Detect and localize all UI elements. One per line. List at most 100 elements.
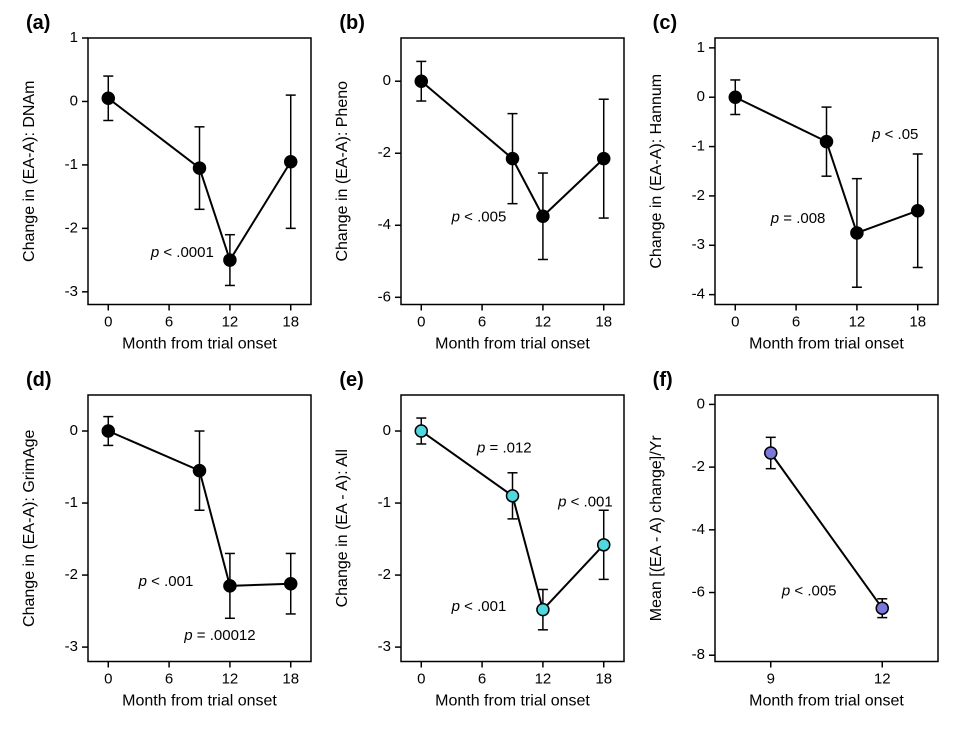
panel-d-svg: 061218-3-2-10Month from trial onsetChang… (10, 367, 323, 724)
p-value-annotation: p < .05 (871, 126, 918, 143)
svg-text:1: 1 (696, 39, 704, 56)
panel-label-d: (d) (26, 369, 52, 392)
svg-text:12: 12 (535, 314, 552, 331)
svg-text:6: 6 (165, 314, 173, 331)
data-point (416, 425, 428, 437)
svg-text:0: 0 (417, 314, 425, 331)
data-point (598, 538, 610, 550)
svg-text:Month from trial onset: Month from trial onset (122, 336, 277, 353)
panel-label-e: (e) (339, 369, 363, 392)
data-point (285, 577, 297, 589)
panel-label-f: (f) (653, 369, 673, 392)
svg-text:0: 0 (417, 670, 425, 687)
svg-text:Month from trial onset: Month from trial onset (435, 692, 590, 709)
svg-text:Month from trial onset: Month from trial onset (435, 336, 590, 353)
panel-label-a: (a) (26, 12, 50, 35)
svg-text:-6: -6 (378, 288, 391, 305)
svg-text:0: 0 (383, 421, 391, 438)
p-value-annotation: p < .001 (557, 493, 613, 510)
data-point (764, 447, 776, 459)
panel-f: 912-8-6-4-20Month from trial onsetMean [… (637, 367, 950, 724)
svg-text:12: 12 (874, 670, 891, 687)
svg-text:6: 6 (478, 314, 486, 331)
p-value-annotation: p = .012 (476, 439, 532, 456)
svg-text:18: 18 (282, 314, 299, 331)
data-point (537, 603, 549, 615)
panel-label-b: (b) (339, 12, 365, 35)
svg-text:-2: -2 (691, 458, 704, 475)
data-point (851, 227, 863, 239)
data-point (507, 153, 519, 165)
data-point (537, 210, 549, 222)
svg-text:-4: -4 (691, 520, 704, 537)
data-point (102, 92, 114, 104)
svg-text:-2: -2 (65, 219, 78, 236)
svg-text:Change in (EA-A): Pheno: Change in (EA-A): Pheno (334, 81, 351, 262)
panel-b: 061218-6-4-20Month from trial onsetChang… (323, 10, 636, 367)
svg-text:12: 12 (222, 670, 239, 687)
panel-a-svg: 061218-3-2-101Month from trial onsetChan… (10, 10, 323, 367)
svg-text:0: 0 (104, 314, 112, 331)
svg-text:-3: -3 (378, 638, 391, 655)
svg-text:-1: -1 (378, 494, 391, 511)
data-point (285, 156, 297, 168)
svg-text:0: 0 (731, 314, 739, 331)
svg-text:6: 6 (165, 670, 173, 687)
svg-text:-2: -2 (691, 187, 704, 204)
svg-text:Change in (EA-A): GrimAge: Change in (EA-A): GrimAge (21, 429, 38, 627)
svg-text:Month from trial onset: Month from trial onset (749, 336, 904, 353)
svg-text:-4: -4 (691, 286, 704, 303)
svg-text:12: 12 (535, 670, 552, 687)
p-value-annotation: p = .008 (769, 210, 825, 227)
svg-text:-2: -2 (65, 566, 78, 583)
data-point (194, 162, 206, 174)
panel-a: 061218-3-2-101Month from trial onsetChan… (10, 10, 323, 367)
svg-text:Change in (EA-A): DNAm: Change in (EA-A): DNAm (21, 81, 38, 262)
svg-text:0: 0 (70, 421, 78, 438)
panel-f-svg: 912-8-6-4-20Month from trial onsetMean [… (637, 367, 950, 724)
p-value-annotation: p < .005 (451, 209, 507, 226)
panel-c: 061218-4-3-2-101Month from trial onsetCh… (637, 10, 950, 367)
svg-text:12: 12 (848, 314, 865, 331)
svg-text:0: 0 (104, 670, 112, 687)
svg-text:-2: -2 (378, 144, 391, 161)
svg-text:-3: -3 (65, 283, 78, 300)
data-point (820, 136, 832, 148)
svg-text:-1: -1 (65, 156, 78, 173)
svg-text:0: 0 (383, 72, 391, 89)
svg-text:18: 18 (596, 314, 613, 331)
data-point (729, 91, 741, 103)
svg-text:Month from trial onset: Month from trial onset (122, 692, 277, 709)
data-point (911, 205, 923, 217)
svg-text:0: 0 (696, 395, 704, 412)
panel-label-c: (c) (653, 12, 677, 35)
svg-text:Mean [(EA - A) change]/Yr: Mean [(EA - A) change]/Yr (648, 434, 665, 621)
svg-text:Change in (EA-A): Hannum: Change in (EA-A): Hannum (648, 74, 665, 269)
p-value-annotation: p < .001 (138, 572, 194, 589)
panel-e-svg: 061218-3-2-10Month from trial onsetChang… (323, 367, 636, 724)
svg-text:9: 9 (766, 670, 774, 687)
p-value-annotation: p < .005 (781, 582, 837, 599)
svg-text:-8: -8 (691, 646, 704, 663)
data-point (416, 75, 428, 87)
data-point (194, 464, 206, 476)
svg-text:0: 0 (696, 88, 704, 105)
data-point (102, 425, 114, 437)
p-value-annotation: p < .001 (451, 598, 507, 615)
svg-text:-6: -6 (691, 583, 704, 600)
svg-text:12: 12 (222, 314, 239, 331)
p-value-annotation: p < .0001 (150, 244, 214, 261)
svg-text:6: 6 (478, 670, 486, 687)
panel-b-svg: 061218-6-4-20Month from trial onsetChang… (323, 10, 636, 367)
svg-text:Change in (EA - A): All: Change in (EA - A): All (334, 449, 351, 607)
data-point (598, 153, 610, 165)
p-value-annotation: p = .00012 (183, 626, 255, 643)
data-point (224, 254, 236, 266)
panel-e: 061218-3-2-10Month from trial onsetChang… (323, 367, 636, 724)
data-point (876, 602, 888, 614)
svg-text:-3: -3 (691, 236, 704, 253)
svg-text:0: 0 (70, 92, 78, 109)
data-point (224, 579, 236, 591)
svg-text:18: 18 (909, 314, 926, 331)
svg-text:6: 6 (792, 314, 800, 331)
